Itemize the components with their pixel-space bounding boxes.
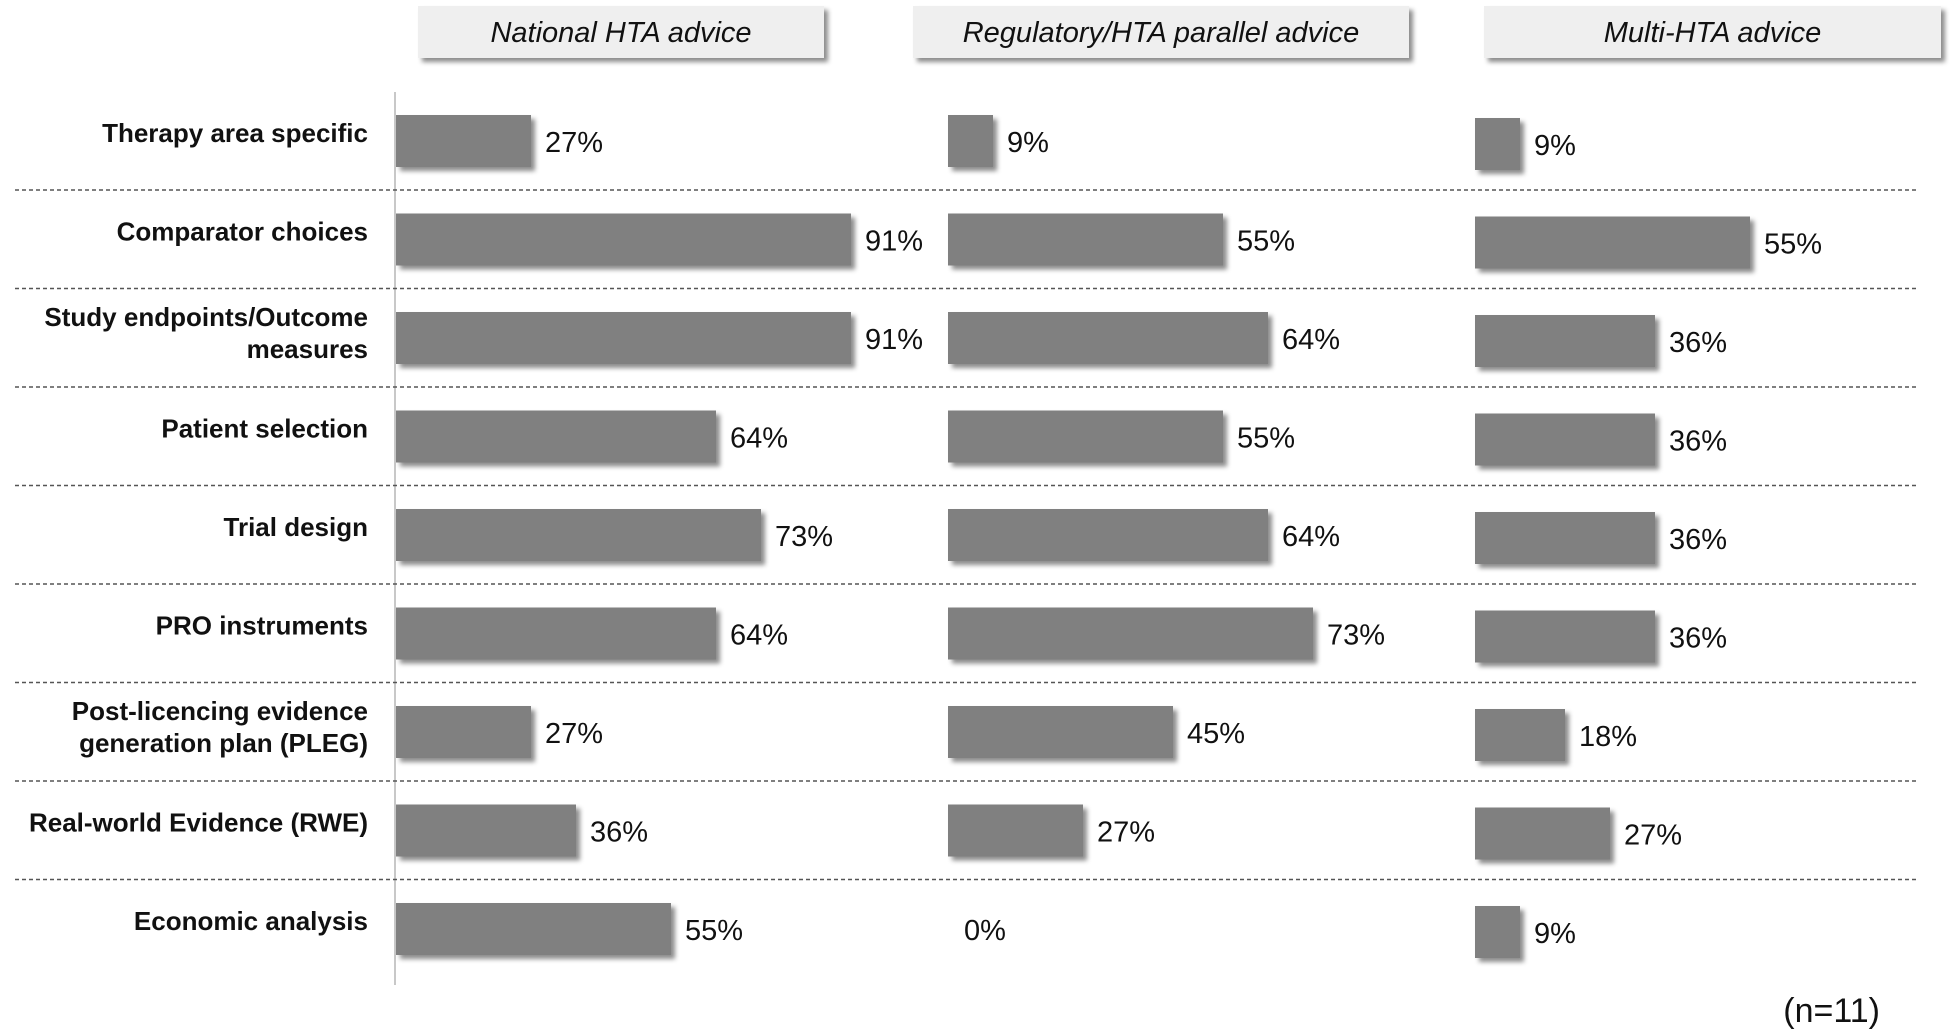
panel-header-box	[418, 6, 824, 58]
bar-national-hta-advice-therapy-area-specific	[396, 115, 531, 167]
value-label-regulatory-hta-parallel-advice-trial-design: 64%	[1282, 521, 1340, 553]
bar-multi-hta-advice-real-world-evidence-rwe	[1475, 807, 1610, 860]
bar-regulatory-hta-parallel-advice-therapy-area-specific	[948, 115, 993, 167]
bar-national-hta-advice-comparator-choices	[396, 213, 851, 266]
category-label-post-licencing-evidence-generation-plan-pleg: Post-licencing evidence generation plan (…	[72, 696, 368, 758]
bar-national-hta-advice-study-endpoints-outcome-measures	[396, 312, 851, 364]
bar-multi-hta-advice-pro-instruments	[1475, 610, 1655, 663]
value-label-national-hta-advice-post-licencing-evidence-generation-plan-pleg: 27%	[545, 718, 603, 750]
bar-multi-hta-advice-post-licencing-evidence-generation-plan-pleg	[1475, 709, 1565, 761]
category-label-line: measures	[247, 334, 368, 364]
bar-regulatory-hta-parallel-advice-comparator-choices	[948, 213, 1223, 266]
value-label-regulatory-hta-parallel-advice-economic-analysis: 0%	[964, 915, 1006, 947]
value-label-multi-hta-advice-patient-selection: 36%	[1669, 426, 1727, 458]
value-label-multi-hta-advice-pro-instruments: 36%	[1669, 623, 1727, 655]
bar-regulatory-hta-parallel-advice-patient-selection	[948, 410, 1223, 463]
value-label-national-hta-advice-real-world-evidence-rwe: 36%	[590, 817, 648, 849]
panel-header-multi-hta-advice: Multi-HTA advice	[1484, 6, 1941, 58]
panel-header-national-hta-advice: National HTA advice	[418, 6, 824, 58]
value-label-national-hta-advice-pro-instruments: 64%	[730, 620, 788, 652]
value-label-national-hta-advice-trial-design: 73%	[775, 521, 833, 553]
bar-multi-hta-advice-therapy-area-specific	[1475, 118, 1520, 170]
category-label-therapy-area-specific: Therapy area specific	[102, 118, 368, 148]
value-label-regulatory-hta-parallel-advice-comparator-choices: 55%	[1237, 226, 1295, 258]
category-label-study-endpoints-outcome-measures: Study endpoints/Outcome measures	[44, 302, 368, 364]
value-label-multi-hta-advice-economic-analysis: 9%	[1534, 918, 1576, 950]
bar-regulatory-hta-parallel-advice-trial-design	[948, 509, 1268, 561]
panel-header-regulatory-hta-parallel-advice: Regulatory/HTA parallel advice	[913, 6, 1409, 58]
value-label-multi-hta-advice-real-world-evidence-rwe: 27%	[1624, 820, 1682, 852]
value-label-regulatory-hta-parallel-advice-study-endpoints-outcome-measures: 64%	[1282, 324, 1340, 356]
bar-national-hta-advice-patient-selection	[396, 410, 716, 463]
panel-title: National HTA advice	[490, 17, 751, 49]
value-label-national-hta-advice-therapy-area-specific: 27%	[545, 127, 603, 159]
sample-size-note: (n=11)	[1783, 992, 1880, 1030]
bar-national-hta-advice-real-world-evidence-rwe	[396, 804, 576, 857]
value-label-national-hta-advice-patient-selection: 64%	[730, 423, 788, 455]
value-label-regulatory-hta-parallel-advice-therapy-area-specific: 9%	[1007, 127, 1049, 159]
bar-regulatory-hta-parallel-advice-study-endpoints-outcome-measures	[948, 312, 1268, 364]
bar-multi-hta-advice-trial-design	[1475, 512, 1655, 564]
category-label-pro-instruments: PRO instruments	[156, 611, 368, 641]
value-label-multi-hta-advice-trial-design: 36%	[1669, 524, 1727, 556]
value-label-regulatory-hta-parallel-advice-pro-instruments: 73%	[1327, 620, 1385, 652]
panel-title: Multi-HTA advice	[1604, 17, 1822, 49]
value-label-regulatory-hta-parallel-advice-real-world-evidence-rwe: 27%	[1097, 817, 1155, 849]
bar-national-hta-advice-post-licencing-evidence-generation-plan-pleg	[396, 706, 531, 758]
value-label-regulatory-hta-parallel-advice-patient-selection: 55%	[1237, 423, 1295, 455]
category-label-line: Post-licencing evidence	[72, 696, 368, 726]
bar-national-hta-advice-pro-instruments	[396, 607, 716, 660]
category-label-comparator-choices: Comparator choices	[117, 217, 368, 247]
category-label-economic-analysis: Economic analysis	[134, 906, 368, 936]
bar-regulatory-hta-parallel-advice-real-world-evidence-rwe	[948, 804, 1083, 857]
value-label-multi-hta-advice-therapy-area-specific: 9%	[1534, 130, 1576, 162]
bar-multi-hta-advice-comparator-choices	[1475, 216, 1750, 269]
category-label-line: Study endpoints/Outcome	[44, 302, 368, 332]
category-label-trial-design: Trial design	[224, 512, 369, 542]
category-label-real-world-evidence-rwe: Real-world Evidence (RWE)	[29, 808, 368, 838]
value-label-multi-hta-advice-post-licencing-evidence-generation-plan-pleg: 18%	[1579, 721, 1637, 753]
category-label-line: generation plan (PLEG)	[79, 728, 368, 758]
value-label-multi-hta-advice-study-endpoints-outcome-measures: 36%	[1669, 327, 1727, 359]
panel-header-box	[1484, 6, 1941, 58]
bar-multi-hta-advice-study-endpoints-outcome-measures	[1475, 315, 1655, 367]
bar-multi-hta-advice-patient-selection	[1475, 413, 1655, 466]
bar-regulatory-hta-parallel-advice-post-licencing-evidence-generation-plan-pleg	[948, 706, 1173, 758]
value-label-multi-hta-advice-comparator-choices: 55%	[1764, 229, 1822, 261]
value-label-national-hta-advice-comparator-choices: 91%	[865, 226, 923, 258]
bar-national-hta-advice-trial-design	[396, 509, 761, 561]
value-label-national-hta-advice-economic-analysis: 55%	[685, 915, 743, 947]
value-label-regulatory-hta-parallel-advice-post-licencing-evidence-generation-plan-pleg: 45%	[1187, 718, 1245, 750]
panel-title: Regulatory/HTA parallel advice	[963, 17, 1360, 49]
category-label-patient-selection: Patient selection	[161, 414, 368, 444]
panel-header-box	[913, 6, 1409, 58]
bar-regulatory-hta-parallel-advice-pro-instruments	[948, 607, 1313, 660]
bar-multi-hta-advice-economic-analysis	[1475, 906, 1520, 958]
bar-national-hta-advice-economic-analysis	[396, 903, 671, 955]
value-label-national-hta-advice-study-endpoints-outcome-measures: 91%	[865, 324, 923, 356]
